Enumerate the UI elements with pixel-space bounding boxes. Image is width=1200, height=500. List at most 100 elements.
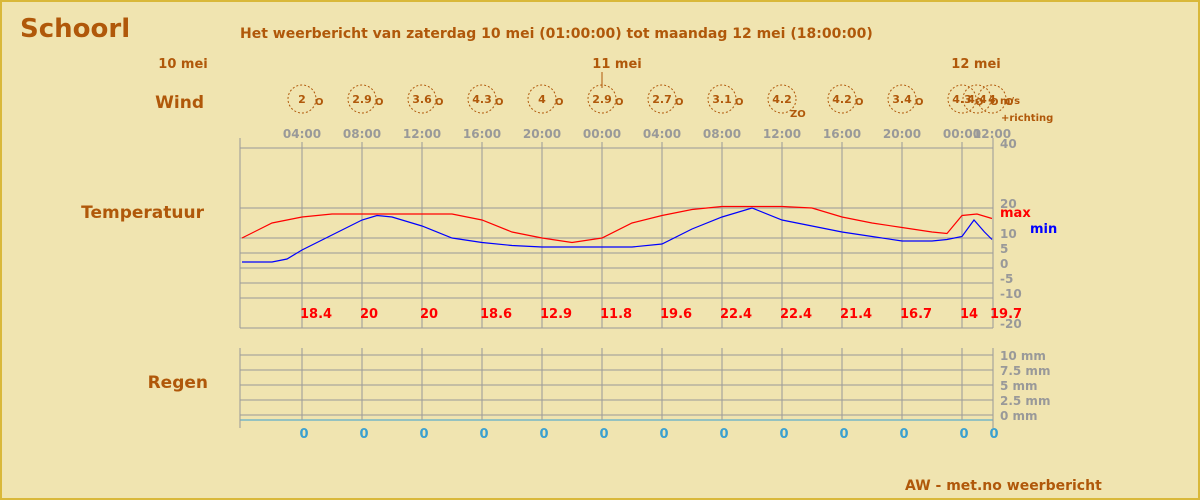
rain-amount-label: 0 <box>359 427 368 442</box>
temp-tick-label: -10 <box>1000 287 1022 301</box>
rain-tick-label: 0 mm <box>1000 409 1038 423</box>
rain-tick-label: 10 mm <box>1000 349 1046 363</box>
temp-tick-label: -20 <box>1000 317 1022 331</box>
rain-amount-label: 0 <box>989 427 998 442</box>
wind-direction-label: O <box>915 97 924 108</box>
time-tick-label: 04:00 <box>643 127 681 141</box>
wind-direction-label: O <box>375 97 384 108</box>
wind-speed-label: 2 <box>298 93 306 106</box>
max-temp-value-label: 14 <box>960 307 978 322</box>
max-temp-value-label: 18.6 <box>480 307 512 322</box>
rain-amount-label: 0 <box>959 427 968 442</box>
wind-speed-label: 2.9 <box>592 93 612 106</box>
min-temperature-line <box>242 207 993 263</box>
wind-speed-label: 2.9 <box>352 93 372 106</box>
wind-speed-circle <box>947 84 977 114</box>
legend-max: max <box>1000 206 1031 221</box>
wind-direction-label: O <box>990 97 999 108</box>
rain-amount-label: 0 <box>599 427 608 442</box>
time-tick-label: 12:00 <box>973 127 1011 141</box>
source-footer: AW - met.no weerbericht <box>905 478 1102 494</box>
wind-speed-circle <box>977 84 1007 114</box>
rain-amount-label: 0 <box>419 427 428 442</box>
temperature-row-label: Temperatuur <box>81 203 204 223</box>
rain-tick-label: 5 mm <box>1000 379 1038 393</box>
wind-unit-label: m/s <box>1000 96 1020 107</box>
wind-direction-label: O <box>735 97 744 108</box>
wind-speed-label: 4 <box>988 93 996 106</box>
rain-tick-label: 2.5 mm <box>1000 394 1050 408</box>
max-temp-value-label: 21.4 <box>840 307 872 322</box>
temp-tick-label: 10 <box>1000 227 1017 241</box>
rain-row-label: Regen <box>148 373 208 393</box>
max-temperature-line <box>241 205 993 244</box>
wind-direction-note: +richting <box>1001 113 1053 124</box>
wind-speed-label: 4.2 <box>832 93 852 106</box>
legend-min: min <box>1030 222 1057 237</box>
time-tick-label: 16:00 <box>463 127 501 141</box>
rain-amount-label: 0 <box>659 427 668 442</box>
rain-amount-label: 0 <box>899 427 908 442</box>
day-label: 10 mei <box>158 57 207 72</box>
wind-direction-label: O <box>675 97 684 108</box>
wind-speed-circle <box>287 84 317 114</box>
wind-speed-circle <box>347 84 377 114</box>
wind-speed-circle <box>767 84 797 114</box>
max-temp-value-label: 19.7 <box>990 307 1022 322</box>
temp-tick-label: 5 <box>1000 242 1008 256</box>
max-temp-value-label: 22.4 <box>780 307 812 322</box>
wind-speed-label: 3.1 <box>712 93 732 106</box>
wind-direction-label: O <box>495 97 504 108</box>
wind-speed-label: 3.4 <box>892 93 912 106</box>
max-temp-value-label: 19.6 <box>660 307 692 322</box>
rain-amount-label: 0 <box>299 427 308 442</box>
wind-speed-circle <box>407 84 437 114</box>
max-temp-value-label: 16.7 <box>900 307 932 322</box>
wind-speed-circle <box>707 84 737 114</box>
wind-speed-label: 4 <box>538 93 546 106</box>
max-temp-value-label: 11.8 <box>600 307 632 322</box>
time-tick-label: 20:00 <box>523 127 561 141</box>
wind-direction-label: O <box>615 97 624 108</box>
wind-speed-label: 2.7 <box>652 93 672 106</box>
wind-speed-circle <box>647 84 677 114</box>
max-temp-value-label: 20 <box>420 307 438 322</box>
wind-speed-circle <box>527 84 557 114</box>
wind-speed-circle <box>467 84 497 114</box>
temp-tick-label: 20 <box>1000 197 1017 211</box>
rain-amount-label: 0 <box>779 427 788 442</box>
wind-direction-label: O <box>555 97 564 108</box>
time-tick-label: 16:00 <box>823 127 861 141</box>
wind-speed-label: 4.3 <box>952 93 972 106</box>
place-title: Schoorl <box>20 14 131 44</box>
rain-tick-label: 7.5 mm <box>1000 364 1050 378</box>
wind-speed-circle <box>887 84 917 114</box>
wind-speed-circle <box>962 84 992 114</box>
wind-direction-label: O <box>855 97 864 108</box>
temp-tick-label: 40 <box>1000 137 1017 151</box>
temp-tick-label: -5 <box>1000 272 1013 286</box>
wind-speed-label: 4.4 <box>967 93 987 106</box>
max-temp-value-label: 18.4 <box>300 307 332 322</box>
wind-direction-label: O <box>975 97 984 108</box>
day-label: 12 mei <box>951 57 1000 72</box>
time-tick-label: 20:00 <box>883 127 921 141</box>
wind-speed-label: 4.3 <box>472 93 492 106</box>
wind-row-label: Wind <box>155 93 204 113</box>
time-tick-label: 12:00 <box>763 127 801 141</box>
rain-amount-label: 0 <box>719 427 728 442</box>
wind-direction-label: ZO <box>790 109 806 120</box>
max-temp-value-label: 22.4 <box>720 307 752 322</box>
time-tick-label: 12:00 <box>403 127 441 141</box>
wind-speed-circle <box>587 84 617 114</box>
day-label: 11 mei <box>592 57 641 72</box>
wind-direction-label: O <box>435 97 444 108</box>
wind-direction-label: O <box>315 97 324 108</box>
time-tick-label: 00:00 <box>943 127 981 141</box>
max-temp-value-label: 12.9 <box>540 307 572 322</box>
wind-direction-label: O <box>1005 97 1014 108</box>
time-tick-label: 00:00 <box>583 127 621 141</box>
wind-speed-circle <box>827 84 857 114</box>
